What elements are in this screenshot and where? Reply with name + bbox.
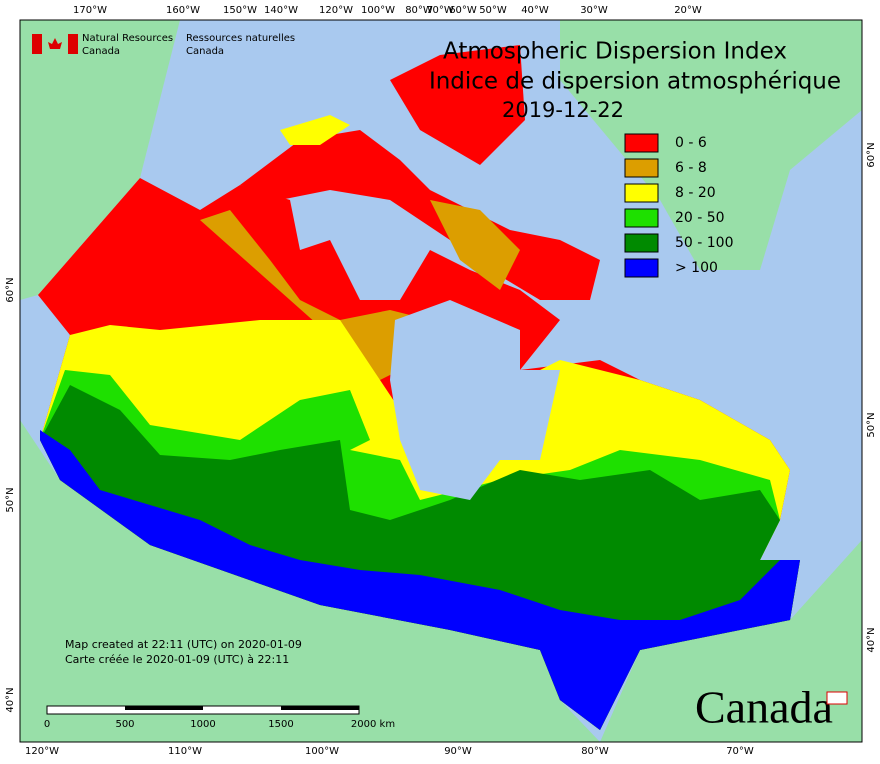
note: Carte créée le 2020-01-09 (UTC) à 22:11 <box>65 653 289 666</box>
lon-label: 70°W <box>426 5 454 16</box>
legend-swatch <box>624 183 659 203</box>
lon-label: 100°W <box>305 746 339 757</box>
greenland <box>560 20 862 270</box>
scale-seg <box>281 706 359 710</box>
lon-label: 110°W <box>168 746 202 757</box>
flag-left <box>32 34 42 54</box>
scale-seg <box>125 706 203 710</box>
lon-label: 100°W <box>361 5 395 16</box>
legend-swatch <box>624 158 659 178</box>
lat-label: 60°N <box>866 142 877 167</box>
logo-en: Canada <box>82 46 120 57</box>
scale-label: 1500 <box>268 719 293 730</box>
zone-blue <box>40 430 800 730</box>
usa <box>20 420 600 742</box>
legend-swatch <box>624 258 659 278</box>
legend-label: 50 - 100 <box>675 235 734 251</box>
lon-label: 50°W <box>479 5 507 16</box>
note: Map created at 22:11 (UTC) on 2020-01-09 <box>65 638 302 651</box>
hudson-bay <box>390 300 560 500</box>
scale-label: 1000 <box>190 719 215 730</box>
lat-label: 50°N <box>5 487 16 512</box>
alaska <box>20 20 180 300</box>
lon-label: 60°W <box>449 5 477 16</box>
lon-label: 70°W <box>726 746 754 757</box>
frame <box>19 19 863 743</box>
scale-label: 2000 km <box>351 719 395 730</box>
lon-label: 170°W <box>73 5 107 16</box>
lon-label: 160°W <box>166 5 200 16</box>
legend-swatch <box>624 233 659 253</box>
legend-label: > 100 <box>675 260 718 276</box>
index-zones <box>38 45 800 730</box>
lon-label: 20°W <box>674 5 702 16</box>
lon-label: 90°W <box>444 746 472 757</box>
lon-label: 40°W <box>521 5 549 16</box>
scale-label: 0 <box>44 719 50 730</box>
legend-label: 20 - 50 <box>675 210 725 226</box>
lat-label: 40°N <box>866 627 877 652</box>
lon-label: 120°W <box>319 5 353 16</box>
lon-label: 140°W <box>264 5 298 16</box>
date: 2019-12-22 <box>502 98 624 122</box>
zone-orange <box>200 210 430 380</box>
wordmark: Canada <box>695 682 833 733</box>
legend-label: 8 - 20 <box>675 185 716 201</box>
scale-label: 500 <box>115 719 134 730</box>
flag-leaf <box>48 38 62 49</box>
lon-label: 150°W <box>223 5 257 16</box>
zone-orange-island <box>430 200 520 290</box>
flag-right <box>68 34 78 54</box>
zone-ellesmere <box>390 45 525 165</box>
legend-swatch <box>624 133 659 153</box>
zone-yellow-island <box>280 115 350 145</box>
legend-label: 0 - 6 <box>675 135 707 151</box>
legend-label: 6 - 8 <box>675 160 707 176</box>
wordmark-flag <box>826 691 848 705</box>
lat-label: 40°N <box>5 687 16 712</box>
lon-label: 30°W <box>580 5 608 16</box>
lat-label: 50°N <box>866 412 877 437</box>
lon-label: 80°W <box>581 746 609 757</box>
title-fr: Indice de dispersion atmosphérique <box>429 69 841 95</box>
lon-label: 80°W <box>405 5 433 16</box>
logo-fr: Canada <box>186 46 224 57</box>
lat-label: 60°N <box>5 277 16 302</box>
lon-label: 120°W <box>25 746 59 757</box>
logo-fr: Ressources naturelles <box>186 33 295 44</box>
legend-swatch <box>624 208 659 228</box>
logo-en: Natural Resources <box>82 33 173 44</box>
usa-east <box>600 540 862 742</box>
title: Atmospheric Dispersion Index <box>443 39 787 65</box>
